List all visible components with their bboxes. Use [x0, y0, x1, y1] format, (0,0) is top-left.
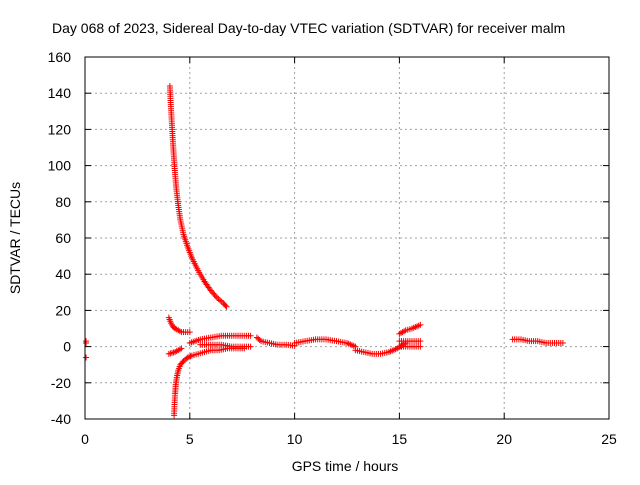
data-point	[223, 303, 230, 310]
y-tick-label: 160	[48, 49, 72, 65]
y-tick-label: -20	[51, 375, 71, 391]
data-point	[211, 291, 218, 298]
data-point	[417, 321, 424, 328]
y-tick-label: 80	[55, 194, 71, 210]
data-point	[83, 339, 90, 346]
x-tick-label: 5	[186, 431, 194, 447]
y-tick-label: 20	[55, 302, 71, 318]
data-point	[209, 288, 216, 295]
x-tick-label: 25	[601, 431, 617, 447]
data-point	[186, 353, 193, 360]
grid	[85, 57, 609, 419]
y-tick-label: 40	[55, 266, 71, 282]
x-axis-label: GPS time / hours	[292, 458, 399, 474]
data-point	[210, 290, 217, 297]
data-point	[417, 343, 424, 350]
y-tick-label: 120	[48, 121, 72, 137]
x-tick-label: 15	[392, 431, 408, 447]
data-point	[256, 336, 263, 343]
data-point	[417, 338, 424, 345]
data-points	[83, 82, 566, 419]
y-tick-label: 100	[48, 158, 72, 174]
y-tick-label: 140	[48, 85, 72, 101]
data-point	[247, 332, 254, 339]
data-point	[559, 339, 566, 346]
data-point	[178, 345, 185, 352]
data-point	[212, 293, 219, 300]
data-point	[186, 329, 193, 336]
y-tick-label: 60	[55, 230, 71, 246]
data-point	[83, 354, 90, 361]
data-point	[207, 287, 214, 294]
y-tick-label: -40	[51, 411, 71, 427]
data-point	[247, 343, 254, 350]
data-point	[187, 353, 194, 360]
y-axis-label: SDTVAR / TECUs	[7, 182, 23, 294]
x-tick-label: 10	[287, 431, 303, 447]
y-tick-label: 0	[63, 339, 71, 355]
axis-ticks: 0 5 10 15 20 25 -40 -20 0 20 40 60 80 100 120 140 160	[48, 49, 617, 447]
x-tick-label: 20	[496, 431, 512, 447]
x-tick-label: 0	[81, 431, 89, 447]
data-point	[222, 302, 229, 309]
data-point	[184, 354, 191, 361]
chart-title: Day 068 of 2023, Sidereal Day-to-day VTE…	[52, 20, 565, 36]
